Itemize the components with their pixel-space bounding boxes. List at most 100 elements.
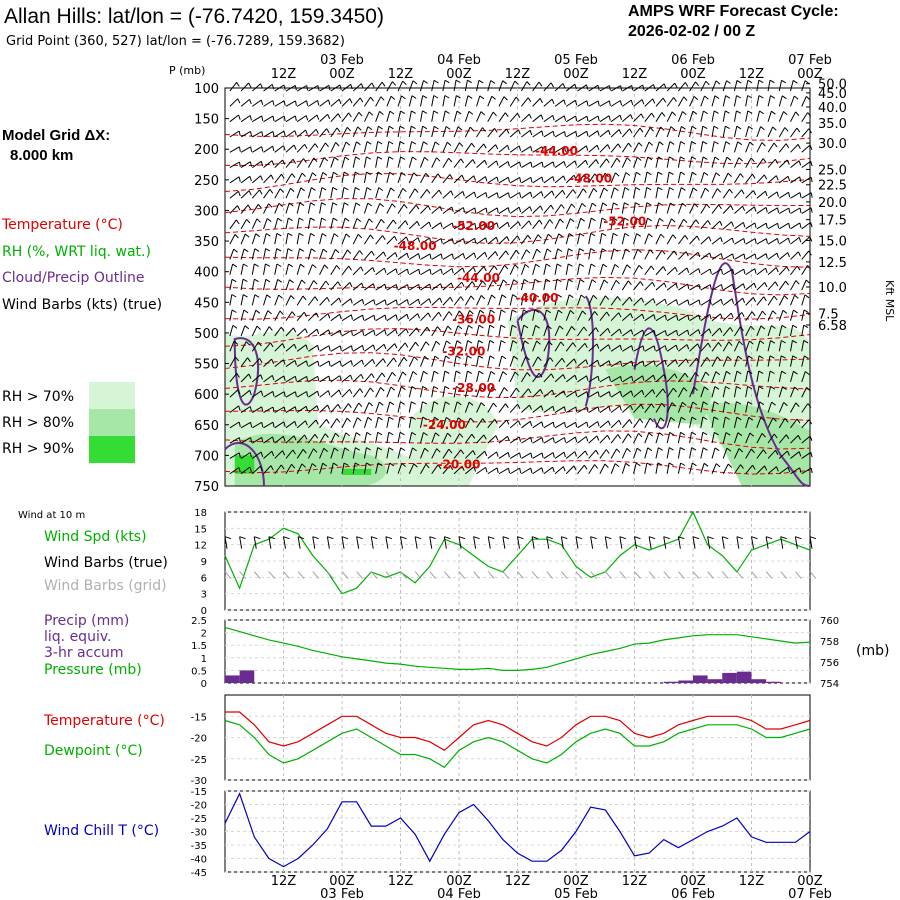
temperature-panel-ytick-label: -20 (191, 734, 207, 745)
wind-barb (375, 141, 379, 153)
wind-barb (408, 463, 415, 474)
wind-barb-feather (265, 233, 271, 237)
wind-barb (532, 234, 539, 245)
wind-barb (296, 405, 307, 413)
surface-wind-barb-feather (458, 536, 466, 540)
wind-barb-feather (260, 451, 264, 457)
wind-barb (308, 85, 319, 92)
wind-barb (700, 328, 710, 337)
wind-barb (733, 157, 740, 168)
wind-barb (285, 406, 296, 413)
wind-barb-feather (328, 361, 331, 367)
wind-barb-feather (283, 145, 286, 151)
wind-barb-feather (277, 278, 282, 283)
wind-barb (363, 447, 367, 459)
surface-wind-barb (736, 536, 740, 549)
wind-barb-feather (620, 376, 623, 382)
wind-barb (644, 249, 651, 260)
wind-barb-feather (530, 177, 533, 183)
wind-barb (476, 325, 480, 337)
surface-wind-barb-feather (312, 536, 319, 540)
wind-barb-feather (698, 284, 701, 290)
wind-barb-feather (282, 450, 286, 456)
wind-barb-feather (545, 278, 551, 283)
wind-barb (565, 451, 576, 459)
wind-barb (498, 387, 505, 398)
wind-barb (621, 202, 625, 214)
wind-barb-feather (413, 172, 418, 177)
wind-barb (509, 264, 516, 275)
wind-barb (274, 326, 282, 337)
wind-barb-feather (660, 417, 665, 422)
wind-barb (352, 126, 359, 138)
wind-barb-feather (612, 217, 618, 221)
wind-barb (330, 389, 340, 398)
wind-barb (745, 268, 756, 276)
kft-axis-title: Kft MSL (883, 280, 896, 322)
wind-barb-feather (777, 207, 780, 213)
wind-barb (521, 467, 532, 475)
wind-barb-feather (692, 462, 697, 467)
wind-barb (790, 95, 795, 107)
wind-barb (722, 371, 727, 383)
wind-barb (375, 314, 386, 322)
wind-barb (386, 187, 392, 199)
temperature-legend: Temperature (°C) (2, 217, 123, 233)
wind-barb (229, 309, 233, 321)
wind-barb (644, 141, 650, 153)
wind-barb (554, 421, 565, 429)
wind-barb (801, 309, 805, 321)
wind-barb-feather (809, 144, 813, 150)
wind-barb (801, 112, 809, 122)
wind-barb (319, 142, 326, 153)
wind-barb (319, 99, 329, 107)
wind-barb-feather (625, 172, 631, 176)
wind-barb-feather (355, 156, 361, 160)
wind-barb (498, 294, 503, 306)
wind-barb (464, 310, 471, 321)
wind-barb (767, 371, 771, 382)
wind-barb (296, 449, 304, 459)
wind-barb (285, 158, 294, 168)
wind-barb-feather (426, 326, 431, 332)
wind-barb (801, 160, 811, 169)
wind-barb (487, 251, 496, 260)
wind-barb (576, 218, 582, 229)
wind-barb-feather (245, 341, 251, 346)
wind-barb-feather (479, 95, 485, 100)
wind-barb-feather (360, 374, 364, 380)
wind-barb (453, 110, 458, 122)
wind-barb (464, 402, 470, 413)
wind-barb-feather (389, 401, 395, 406)
wind-barb-feather (462, 267, 465, 273)
wind-barb-feather (515, 96, 520, 102)
bottom-hour-label: 12Z (388, 874, 414, 889)
wind-barb-feather (604, 463, 609, 468)
wind-barb-feather (668, 447, 674, 451)
wind-barb-feather (526, 81, 531, 86)
wind-barb-feather (483, 143, 487, 149)
wind-barb-feather (759, 110, 764, 115)
wind-barb (520, 249, 527, 260)
wind-barb-feather (638, 142, 643, 147)
wind-barb-feather (372, 267, 376, 273)
wind-barb-feather (437, 173, 442, 179)
wind-barb-feather (416, 221, 420, 227)
cloud-outline (692, 262, 811, 487)
wind-barb-feather (489, 340, 495, 344)
wind-barb-feather (433, 110, 439, 114)
temperature-panel-ytick-label: -15 (191, 712, 207, 723)
wind-barb (745, 325, 752, 337)
wind-barb-feather (473, 466, 477, 472)
pressure-tick-label: 150 (194, 113, 219, 128)
wind-barb-feather (471, 142, 476, 148)
wind-barb-feather (339, 345, 342, 351)
wind-barb-feather (238, 161, 241, 167)
bottom-date-label: 07 Feb (788, 887, 832, 900)
wind-barb-feather (370, 96, 374, 102)
wind-barb-feather (460, 296, 464, 301)
wind-barb (252, 406, 262, 413)
wind-barb-feather (474, 207, 477, 213)
surface-wind-barb-feather (444, 536, 451, 540)
wind-barb-feather (527, 388, 532, 394)
